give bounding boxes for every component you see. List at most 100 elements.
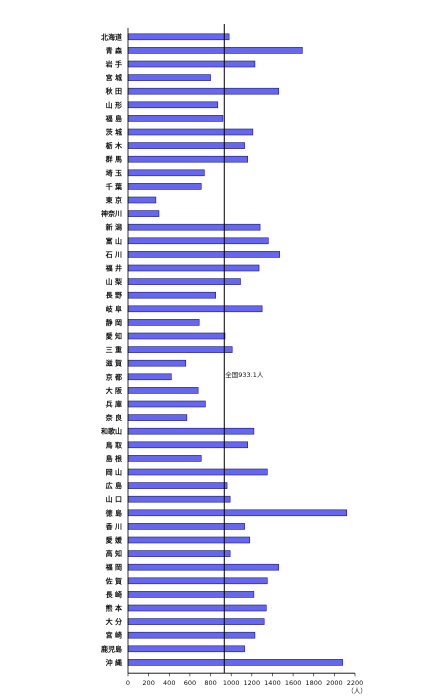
bar xyxy=(127,441,248,449)
category-label: 埼 玉 xyxy=(106,168,122,177)
bar xyxy=(127,427,255,435)
x-tick-label: 800 xyxy=(204,679,216,687)
x-tick-label: 2000 xyxy=(326,679,343,687)
category-label: 静 岡 xyxy=(106,318,122,327)
bar xyxy=(127,536,251,544)
category-label: 和歌山 xyxy=(100,427,122,436)
category-label: 東 京 xyxy=(106,196,122,205)
category-label: 愛 知 xyxy=(106,332,122,341)
bar xyxy=(127,155,248,163)
bar xyxy=(127,495,231,503)
bar xyxy=(127,373,172,381)
bar xyxy=(127,387,199,394)
category-label: 大 阪 xyxy=(106,386,123,395)
bar xyxy=(127,264,260,272)
category-label: 茨 城 xyxy=(106,128,122,137)
category-label: 福 井 xyxy=(105,264,122,273)
x-tick-label: 200 xyxy=(142,679,154,687)
x-tick-label: 600 xyxy=(184,679,196,687)
category-label: 山 口 xyxy=(106,495,122,504)
bar xyxy=(127,33,230,41)
bar xyxy=(127,291,217,299)
category-label: 奈 良 xyxy=(105,413,122,422)
bar xyxy=(127,618,265,625)
category-label: 岐 阜 xyxy=(106,304,122,313)
category-label: 香 川 xyxy=(105,522,122,531)
bar xyxy=(127,142,245,149)
bar xyxy=(127,591,255,598)
bar xyxy=(127,210,160,217)
bar xyxy=(127,101,219,109)
bar xyxy=(127,87,279,95)
bar xyxy=(127,183,202,190)
bar xyxy=(127,414,188,421)
bar xyxy=(127,645,245,653)
x-tick-label: 400 xyxy=(163,679,175,687)
x-tick-label: 1400 xyxy=(264,679,281,687)
category-label: 北海道 xyxy=(101,32,122,41)
bar xyxy=(127,237,269,245)
bar xyxy=(127,196,157,204)
category-label: 福 島 xyxy=(105,114,122,123)
category-label: 宮 崎 xyxy=(106,631,122,640)
x-tick-label: 0 xyxy=(126,679,130,687)
category-label: 岩 手 xyxy=(105,60,122,69)
category-label: 沖 縄 xyxy=(106,658,122,667)
bar xyxy=(127,455,202,462)
bar xyxy=(127,550,231,557)
x-axis-ticks: 0 200 400 600 800 1000 1200 1400 1600 1800 2000 220… xyxy=(126,673,363,687)
category-label: 鹿児島 xyxy=(101,644,122,653)
category-label: 愛 媛 xyxy=(106,536,123,545)
bar xyxy=(127,128,254,136)
category-label: 神奈川 xyxy=(101,209,122,218)
category-label: 三 重 xyxy=(106,345,122,354)
category-label: 島 根 xyxy=(106,454,122,463)
bar xyxy=(127,604,267,612)
x-tick-label: 1000 xyxy=(223,679,240,687)
category-label: 広 島 xyxy=(106,481,122,490)
national-average-label: 全国933.1人 xyxy=(225,370,264,379)
x-axis-unit: （人） xyxy=(347,687,367,695)
category-label: 秋 田 xyxy=(106,87,122,96)
category-label: 徳 島 xyxy=(105,508,122,517)
bars xyxy=(127,33,348,666)
bar xyxy=(127,278,241,285)
category-label: 京 都 xyxy=(106,372,122,381)
category-label: 岡 山 xyxy=(106,468,122,477)
category-label: 鳥 取 xyxy=(106,440,123,449)
bar xyxy=(127,305,263,313)
category-label: 佐 賀 xyxy=(105,576,122,585)
category-label: 山 梨 xyxy=(106,277,123,286)
category-label: 青 森 xyxy=(106,46,123,55)
bar xyxy=(127,468,268,476)
bar xyxy=(127,482,228,489)
bar xyxy=(127,346,233,353)
category-label: 福 岡 xyxy=(105,563,122,572)
category-label: 新 潟 xyxy=(106,223,122,232)
category-label: 長 崎 xyxy=(106,590,122,599)
category-label: 熊 本 xyxy=(106,604,122,613)
category-label: 群 馬 xyxy=(106,155,122,164)
category-label: 高 知 xyxy=(106,549,122,558)
bar xyxy=(127,74,211,81)
category-label: 宮 城 xyxy=(106,73,122,82)
x-tick-label: 2200 xyxy=(347,679,364,687)
bar xyxy=(127,509,348,517)
bar xyxy=(127,223,261,231)
x-tick-label: 1800 xyxy=(305,679,322,687)
bar xyxy=(127,332,226,340)
x-tick-label: 1600 xyxy=(285,679,302,687)
bar xyxy=(127,359,187,367)
category-label: 滋 賀 xyxy=(106,359,122,368)
bar xyxy=(127,577,268,585)
bar xyxy=(127,60,256,68)
category-label: 栃 木 xyxy=(106,141,123,150)
category-label: 兵 庫 xyxy=(106,400,122,409)
bar xyxy=(127,659,343,666)
bar xyxy=(127,631,256,639)
bar xyxy=(127,47,303,54)
category-label: 長 野 xyxy=(106,291,122,300)
category-label: 富 山 xyxy=(106,236,122,245)
